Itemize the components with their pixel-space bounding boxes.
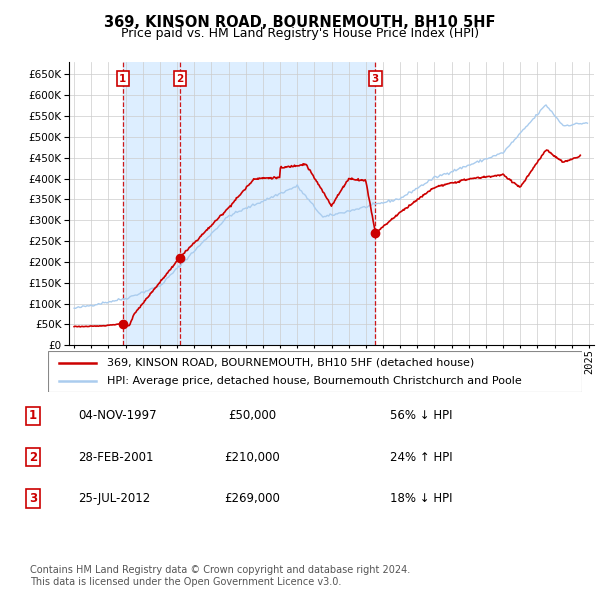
Text: 369, KINSON ROAD, BOURNEMOUTH, BH10 5HF: 369, KINSON ROAD, BOURNEMOUTH, BH10 5HF [104, 15, 496, 30]
Text: HPI: Average price, detached house, Bournemouth Christchurch and Poole: HPI: Average price, detached house, Bour… [107, 376, 521, 386]
Text: £50,000: £50,000 [228, 409, 276, 422]
Bar [123, 62, 180, 345]
Text: 369, KINSON ROAD, BOURNEMOUTH, BH10 5HF (detached house): 369, KINSON ROAD, BOURNEMOUTH, BH10 5HF … [107, 358, 474, 368]
Text: 3: 3 [29, 492, 37, 505]
Text: 28-FEB-2001: 28-FEB-2001 [78, 451, 154, 464]
Text: 1: 1 [29, 409, 37, 422]
Bar [180, 62, 376, 345]
Text: 04-NOV-1997: 04-NOV-1997 [78, 409, 157, 422]
Text: 3: 3 [372, 74, 379, 84]
Text: Price paid vs. HM Land Registry's House Price Index (HPI): Price paid vs. HM Land Registry's House … [121, 27, 479, 40]
Text: 18% ↓ HPI: 18% ↓ HPI [390, 492, 452, 505]
Text: £269,000: £269,000 [224, 492, 280, 505]
Text: 2: 2 [176, 74, 184, 84]
Text: 56% ↓ HPI: 56% ↓ HPI [390, 409, 452, 422]
Text: 2: 2 [29, 451, 37, 464]
Text: 25-JUL-2012: 25-JUL-2012 [78, 492, 150, 505]
Text: 1: 1 [119, 74, 127, 84]
Text: Contains HM Land Registry data © Crown copyright and database right 2024.
This d: Contains HM Land Registry data © Crown c… [30, 565, 410, 587]
Text: £210,000: £210,000 [224, 451, 280, 464]
Text: 24% ↑ HPI: 24% ↑ HPI [390, 451, 452, 464]
